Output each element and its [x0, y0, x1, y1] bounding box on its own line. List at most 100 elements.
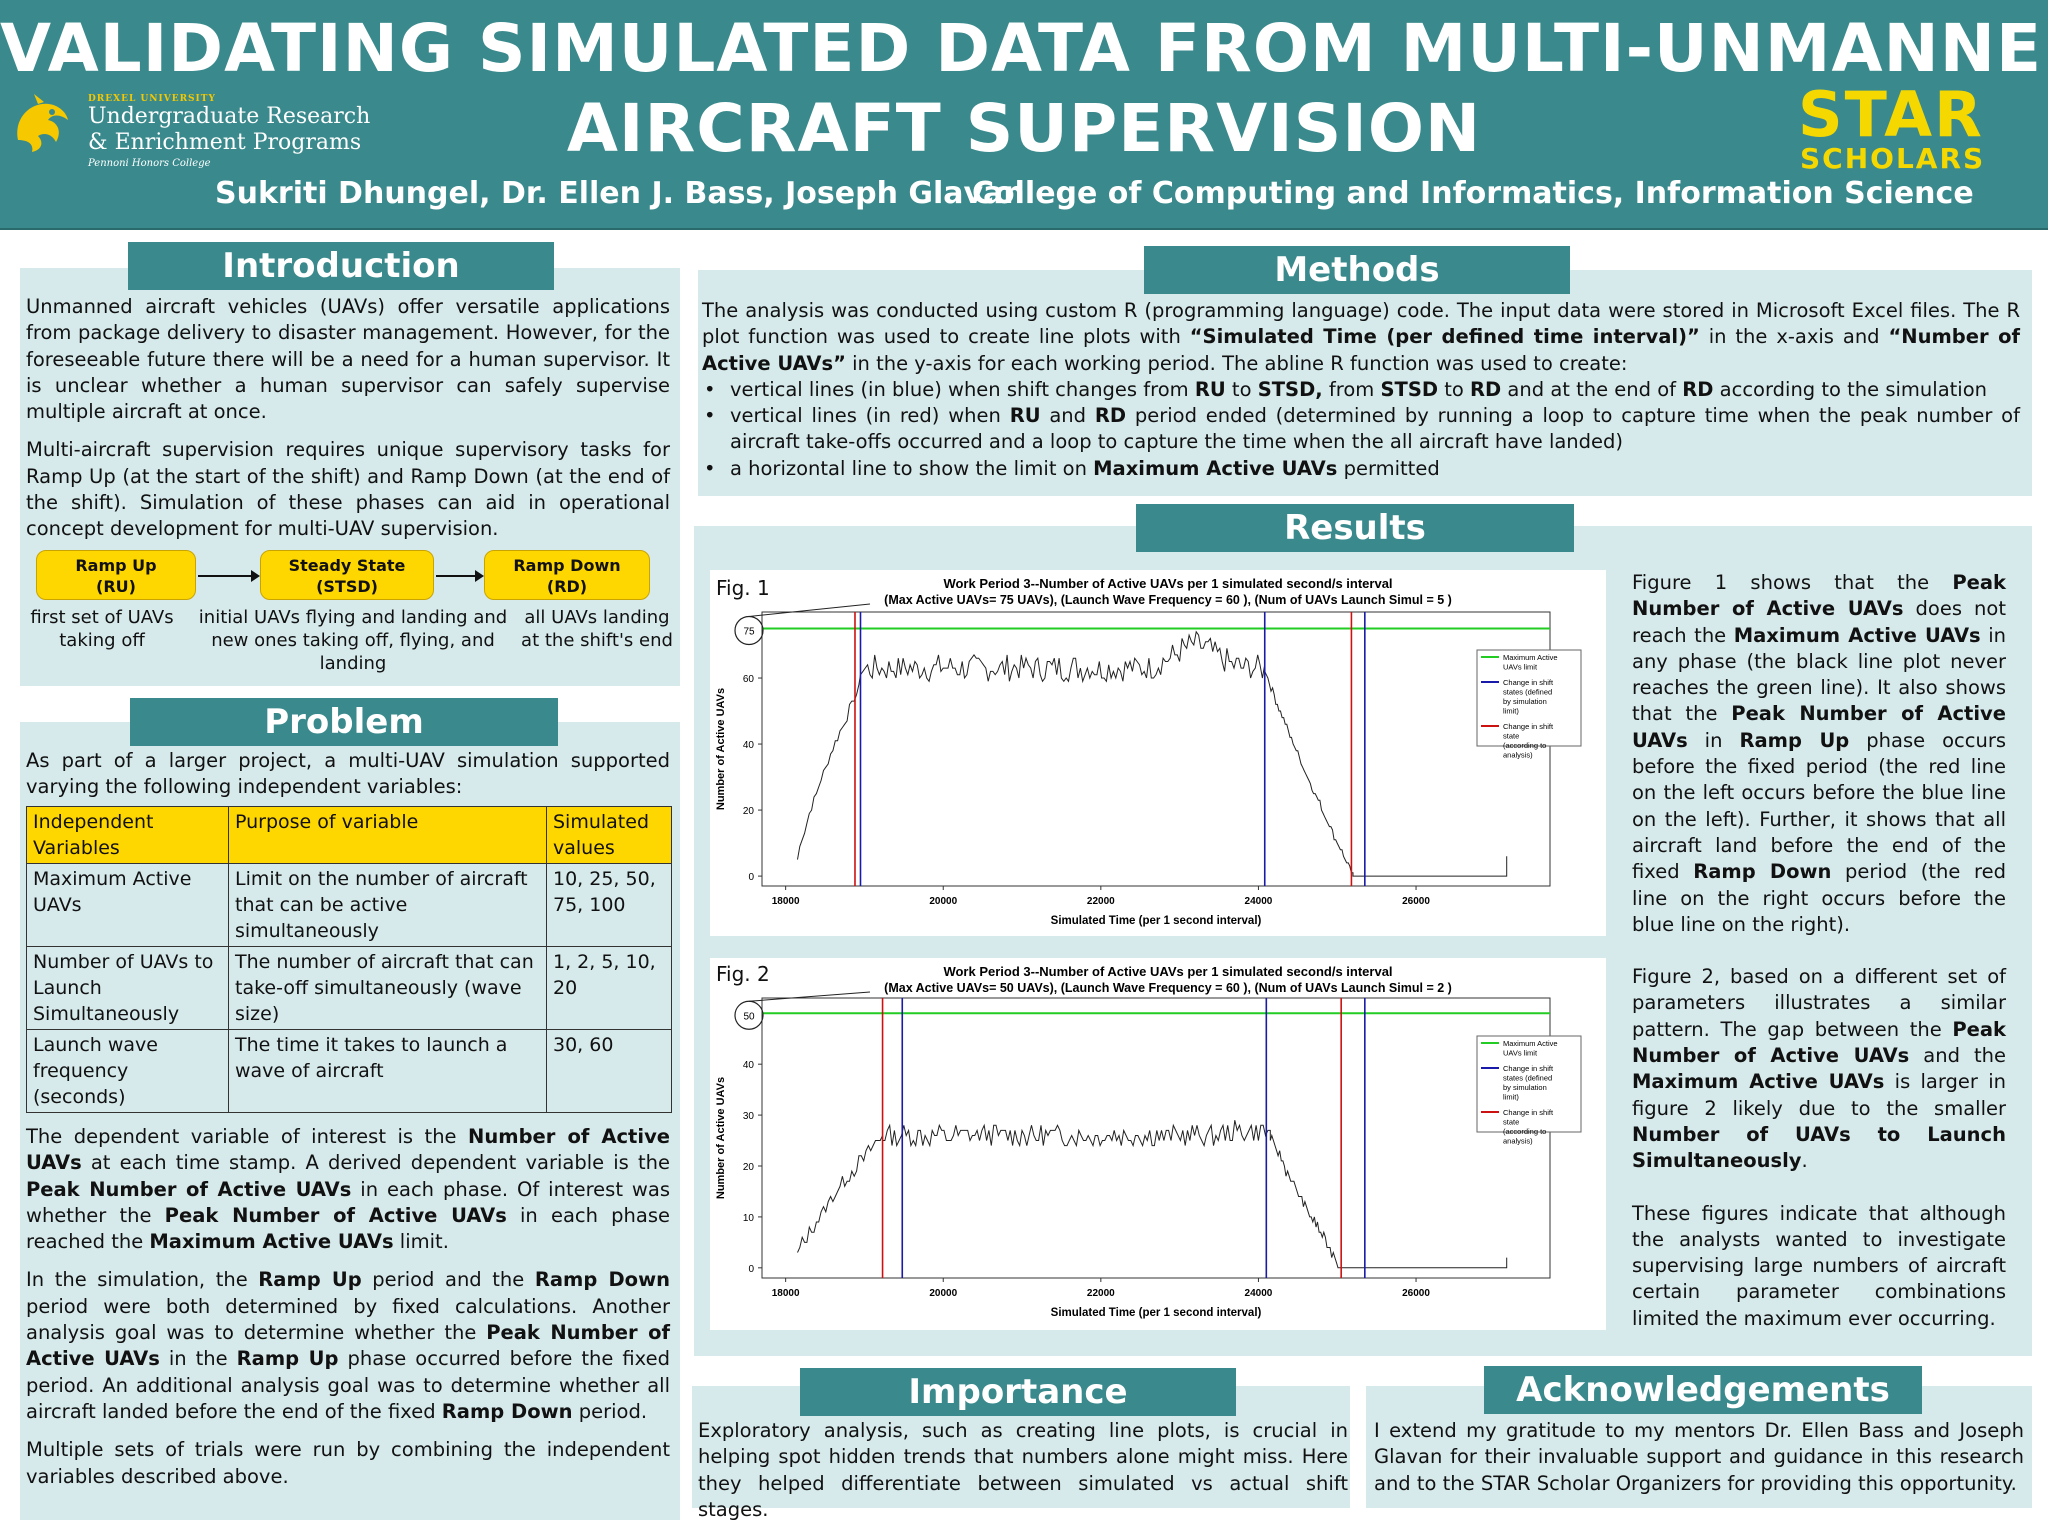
- x-tick-label: 20000: [929, 1288, 957, 1299]
- circled-tick-label: 75: [743, 627, 755, 638]
- chart-subtitle: (Max Active UAVs= 75 UAVs), (Launch Wave…: [884, 593, 1452, 607]
- y-tick-label: 20: [743, 806, 755, 817]
- flow-desc-steady-state: initial UAVs flying and landing and new …: [198, 607, 508, 674]
- chart-subtitle-part: (Max Active UAVs=: [884, 593, 1000, 607]
- results-text-segment: Peak Number of Active UAVs: [1632, 702, 2006, 752]
- drexel-logo-line-1: Undergraduate Research: [88, 104, 371, 129]
- table-header-purpose: Purpose of variable: [228, 806, 547, 864]
- table-row: Number of UAVs to Launch Simultaneously …: [26, 946, 672, 1030]
- subtitle-pointer-line: [748, 991, 871, 1002]
- results-text-segment: and the: [1909, 1044, 2006, 1068]
- legend-box: [1476, 649, 1582, 747]
- results-conclusion-text: These figures indicate that although the…: [1632, 1201, 2006, 1330]
- chart-subtitle-part: ), (Num of UAVs Launch Simul =: [1240, 593, 1437, 607]
- results-text-segment: is larger in figure 2 likely due to the …: [1632, 1070, 2006, 1120]
- affiliation: College of Computing and Informatics, In…: [972, 176, 1974, 211]
- flow-arrow-2: [436, 570, 484, 582]
- table-cell: Number of UAVs to Launch Simultaneously: [26, 946, 229, 1030]
- drexel-logo-line-2: & Enrichment Programs: [88, 130, 362, 155]
- flow-box-ramp-up: Ramp Up (RU): [36, 550, 196, 600]
- flow-steady-state-abbrev: (STSD): [316, 577, 378, 596]
- circled-tick-marker: [734, 615, 764, 646]
- chart-subtitle: (Max Active UAVs= 50 UAVs), (Launch Wave…: [884, 981, 1452, 995]
- chart-subtitle-part: 60: [1226, 593, 1240, 607]
- active-uavs-series-line: [797, 1120, 1508, 1269]
- results-text-segment: Maximum Active UAVs: [1632, 1070, 1885, 1094]
- chart-subtitle-part: 50 UAVs: [1000, 981, 1050, 995]
- title-line-1: VALIDATING SIMULATED DATA FROM MULTI-UNM…: [0, 10, 2048, 87]
- results-title: Results: [1136, 504, 1574, 552]
- problem-paragraph-2: The dependent variable of interest is th…: [26, 1125, 671, 1254]
- x-tick-label: 26000: [1402, 1288, 1430, 1299]
- subtitle-pointer-line: [748, 603, 871, 618]
- x-tick-label: 18000: [772, 896, 800, 907]
- problem-intro: As part of a larger project, a multi-UAV…: [26, 748, 670, 813]
- plot-frame: [761, 611, 1551, 887]
- y-tick-label: 0: [748, 1264, 754, 1275]
- table-header-row: Independent Variables Purpose of variabl…: [26, 806, 672, 864]
- acknowledgements-title: Acknowledgements: [1484, 1366, 1922, 1414]
- methods-bullet-2: vertical lines (in red) when RU and RD p…: [702, 403, 2020, 456]
- legend-label: Change in shift state (according to analysi…: [1503, 722, 1554, 760]
- methods-paragraph: The analysis was conducted using custom …: [702, 299, 2020, 375]
- results-text-segment: Ramp Up: [1739, 728, 1850, 752]
- chart-subtitle-part: ), (Launch Wave Frequency =: [1050, 593, 1226, 607]
- chart-subtitle-part: ): [1444, 981, 1452, 995]
- table-row: Launch wave frequency (seconds) The time…: [26, 1029, 672, 1113]
- chart-subtitle-part: ), (Num of UAVs Launch Simul =: [1240, 981, 1437, 995]
- methods-bullets: vertical lines (in blue) when shift chan…: [702, 377, 2020, 482]
- results-text-segment: phase occurs before the fixed period (th…: [1632, 728, 2006, 884]
- table-cell: Maximum Active UAVs: [26, 863, 229, 947]
- chart-subtitle-part: 5: [1437, 593, 1444, 607]
- legend-label: Maximum Active UAVs limit: [1503, 653, 1558, 672]
- table-cell: The number of aircraft that can take-off…: [228, 946, 547, 1030]
- chart-subtitle-part: ), (Launch Wave Frequency =: [1050, 981, 1226, 995]
- legend-label: Change in shift states (defined by simulat…: [1503, 1064, 1554, 1102]
- legend-label: Change in shift states (defined by simulat…: [1503, 678, 1554, 716]
- flow-ramp-up-abbrev: (RU): [96, 577, 136, 596]
- methods-bullet-3: a horizontal line to show the limit on M…: [702, 456, 2020, 483]
- problem-title: Problem: [130, 698, 558, 746]
- results-text-segment: Figure 2, based on a different set of pa…: [1632, 965, 2006, 1041]
- results-text-segment: Maximum Active UAVs: [1733, 623, 1981, 647]
- flow-box-steady-state: Steady State (STSD): [260, 550, 434, 600]
- drexel-logo-line-3: Pennoni Honors College: [88, 158, 211, 169]
- flow-box-ramp-down: Ramp Down (RD): [484, 550, 650, 600]
- circled-tick-label: 50: [743, 1011, 755, 1022]
- flow-desc-ramp-down: all UAVs landing at the shift's end: [521, 607, 673, 651]
- plot-frame: [761, 997, 1551, 1279]
- legend-label: Maximum Active UAVs limit: [1503, 1039, 1558, 1058]
- y-tick-label: 10: [743, 1213, 755, 1224]
- introduction-paragraph-2: Multi-aircraft supervision requires uniq…: [26, 438, 670, 541]
- figure-2-chart: Work Period 3--Number of Active UAVs per…: [715, 964, 1582, 1319]
- results-figure-1-text: Figure 1 shows that the Peak Number of A…: [1632, 570, 2006, 938]
- table-header-variables: Independent Variables: [26, 806, 229, 864]
- chart-subtitle-part: (Max Active UAVs=: [884, 981, 1000, 995]
- figure-1: Fig. 1 Work Period 3--Number of Active U…: [710, 570, 1606, 936]
- problem-paragraph-3: In the simulation, the Ramp Up period an…: [26, 1268, 670, 1423]
- flow-ramp-down-abbrev: (RD): [546, 577, 588, 596]
- title-line-2: AIRCRAFT SUPERVISION: [566, 90, 1482, 167]
- introduction-text: Unmanned aircraft vehicles (UAVs) offer …: [26, 294, 670, 555]
- y-tick-label: 60: [743, 674, 755, 685]
- results-text-segment: Peak Number of Active UAVs: [1632, 571, 2006, 621]
- results-text-segment: Peak Number of Active UAVs: [1632, 1017, 2006, 1068]
- x-tick-label: 22000: [1087, 896, 1115, 907]
- results-text-segment: Figure 1 shows that the: [1632, 571, 1953, 594]
- legend-box: [1476, 1035, 1582, 1133]
- table-row: Maximum Active UAVs Limit on the number …: [26, 863, 672, 947]
- problem-paragraph-1: As part of a larger project, a multi-UAV…: [26, 749, 670, 799]
- x-tick-label: 22000: [1087, 1288, 1115, 1299]
- chart-title: Work Period 3--Number of Active UAVs per…: [943, 964, 1392, 979]
- y-axis-label: Number of Active UAVs: [715, 1077, 727, 1199]
- flow-ramp-down-label: Ramp Down: [513, 556, 621, 575]
- results-text-segment: in: [1687, 728, 1740, 752]
- x-tick-label: 24000: [1245, 1288, 1273, 1299]
- importance-title: Importance: [800, 1368, 1236, 1416]
- results-figure-2-text: Figure 2, based on a different set of pa…: [1632, 964, 2006, 1174]
- table-cell: 30, 60: [546, 1029, 672, 1113]
- table-cell: Launch wave frequency (seconds): [26, 1029, 229, 1113]
- introduction-paragraph-1: Unmanned aircraft vehicles (UAVs) offer …: [26, 295, 670, 424]
- results-text-segment: does not reach the: [1632, 597, 2006, 647]
- y-tick-label: 40: [743, 740, 755, 751]
